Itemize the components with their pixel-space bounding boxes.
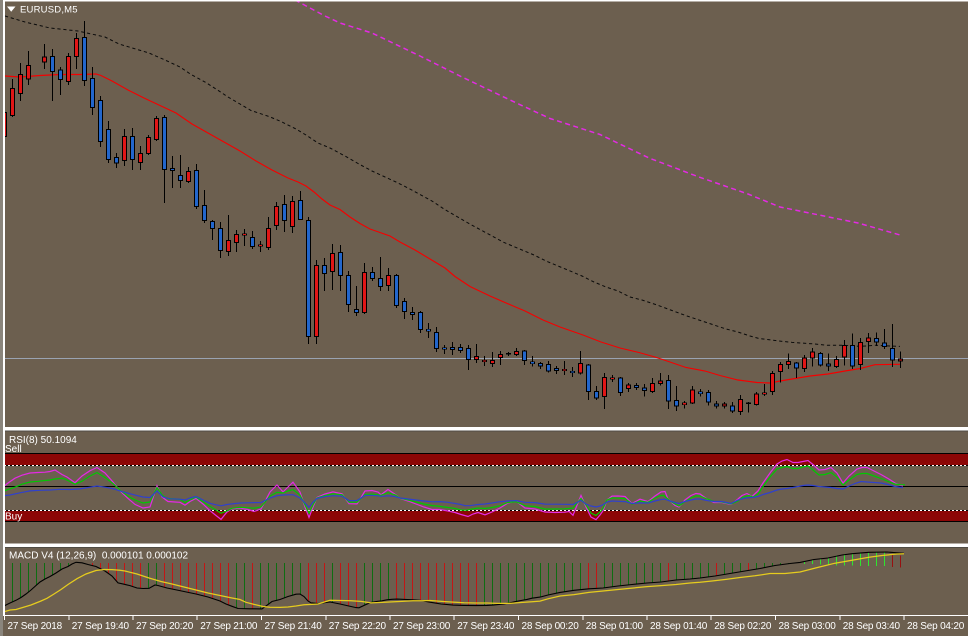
svg-text:27 Sep 21:00: 27 Sep 21:00: [200, 621, 258, 632]
svg-text:27 Sep 19:40: 27 Sep 19:40: [72, 621, 130, 632]
svg-text:Sell: Sell: [5, 444, 22, 455]
svg-text:28 Sep 01:40: 28 Sep 01:40: [650, 621, 708, 632]
svg-text:28 Sep 04:20: 28 Sep 04:20: [907, 621, 965, 632]
svg-text:28 Sep 00:20: 28 Sep 00:20: [522, 621, 580, 632]
svg-text:28 Sep 01:00: 28 Sep 01:00: [586, 621, 644, 632]
svg-text:EURUSD,M5: EURUSD,M5: [20, 5, 78, 16]
svg-text:RSI(8) 50.1094: RSI(8) 50.1094: [9, 435, 77, 446]
svg-text:27 Sep 21:40: 27 Sep 21:40: [265, 621, 323, 632]
svg-text:28 Sep 03:40: 28 Sep 03:40: [843, 621, 901, 632]
svg-text:27 Sep 20:20: 27 Sep 20:20: [136, 621, 194, 632]
svg-text:27 Sep 23:40: 27 Sep 23:40: [457, 621, 515, 632]
svg-text:28 Sep 02:20: 28 Sep 02:20: [714, 621, 772, 632]
svg-text:27 Sep 22:20: 27 Sep 22:20: [329, 621, 387, 632]
svg-text:27 Sep 23:00: 27 Sep 23:00: [393, 621, 451, 632]
svg-text:Buy: Buy: [5, 512, 22, 523]
svg-text:28 Sep 03:00: 28 Sep 03:00: [779, 621, 837, 632]
svg-text:MACD V4 (12,26,9) 0.000101 0.: MACD V4 (12,26,9) 0.000101 0.000102: [9, 551, 188, 562]
svg-text:27 Sep 2018: 27 Sep 2018: [8, 621, 63, 632]
